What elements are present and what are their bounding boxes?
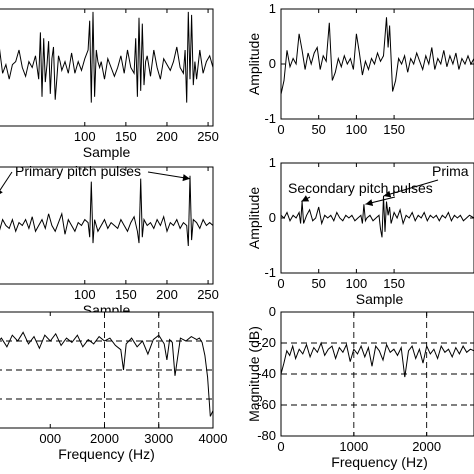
y-tick-label: 1 xyxy=(269,1,276,16)
x-tick-label: 0 xyxy=(277,122,284,137)
series-line xyxy=(280,195,474,238)
y-tick-label: 0 xyxy=(269,210,276,225)
y-tick-label: 1 xyxy=(269,155,276,170)
x-tick-label: 0 xyxy=(277,439,284,454)
x-tick-label: 3000 xyxy=(144,431,173,446)
panel-bottom-left: 000 2000 3000 4000 Frequency (Hz) xyxy=(0,311,228,462)
annotation-arrowhead xyxy=(0,190,3,194)
x-tick-label: 2000 xyxy=(412,439,441,454)
x-tick-label: 150 xyxy=(383,122,405,137)
y-tick-label: 0 xyxy=(269,304,276,319)
x-axis-label: Sample xyxy=(356,291,404,307)
panel-top-left: 100 150 200 250 Sample xyxy=(0,8,219,160)
annotation-arrow xyxy=(0,171,13,192)
annotation-arrow xyxy=(383,179,439,197)
x-tick-label: 1000 xyxy=(339,439,368,454)
x-tick-label: 50 xyxy=(311,276,325,291)
y-axis-label: Amplitude xyxy=(246,187,262,249)
annotation-arrowhead xyxy=(383,190,392,198)
x-tick-label: 100 xyxy=(346,122,368,137)
y-tick-label: -20 xyxy=(257,335,276,350)
x-tick-label: 100 xyxy=(74,287,96,302)
series-line xyxy=(280,17,474,95)
x-tick-label: 250 xyxy=(197,129,219,144)
x-tick-label: 150 xyxy=(115,129,137,144)
x-tick-label: 4000 xyxy=(199,431,228,446)
annotation-label: Primary pitch pulses xyxy=(15,163,141,179)
x-tick-label: 2000 xyxy=(90,431,119,446)
x-tick-label: 200 xyxy=(156,129,178,144)
x-tick-label: 0 xyxy=(277,276,284,291)
annotation-arrow xyxy=(147,171,191,180)
y-axis-label: Magnitude (dB) xyxy=(246,326,262,422)
x-tick-label: 100 xyxy=(74,129,96,144)
y-tick-label: -40 xyxy=(257,366,276,381)
x-tick-label: 250 xyxy=(197,287,219,302)
y-tick-label: -60 xyxy=(257,397,276,412)
y-tick-label: 0 xyxy=(269,56,276,71)
annotation-arrowhead xyxy=(301,195,310,202)
series-line xyxy=(0,11,214,103)
annotation-arrowhead xyxy=(182,174,190,182)
series-line xyxy=(0,175,214,247)
panel-bottom-right: 0 1000 2000 -80 -60 -40 -20 0 Frequency (Hz) Magn… xyxy=(246,304,474,470)
x-axis-label: Sample xyxy=(83,144,131,160)
x-tick-label: 100 xyxy=(346,276,368,291)
x-tick-label: 50 xyxy=(311,122,325,137)
x-tick-label: 200 xyxy=(156,287,178,302)
x-tick-label: 150 xyxy=(383,276,405,291)
x-tick-label: 000 xyxy=(39,431,61,446)
x-tick-label: 150 xyxy=(115,287,137,302)
series-line xyxy=(0,331,214,417)
x-axis-label: Frequency (Hz) xyxy=(331,454,427,470)
annotation-arrowhead xyxy=(365,199,374,206)
y-tick-label: -80 xyxy=(257,428,276,443)
y-tick-label: -1 xyxy=(264,265,276,280)
y-tick-label: -1 xyxy=(264,111,276,126)
plot-frame xyxy=(280,8,474,120)
x-axis-label: Frequency (Hz) xyxy=(58,446,154,462)
plot-frame xyxy=(280,162,474,274)
series-line xyxy=(280,341,474,378)
y-axis-label: Amplitude xyxy=(246,33,262,95)
annotation-label: Prima xyxy=(432,163,469,179)
